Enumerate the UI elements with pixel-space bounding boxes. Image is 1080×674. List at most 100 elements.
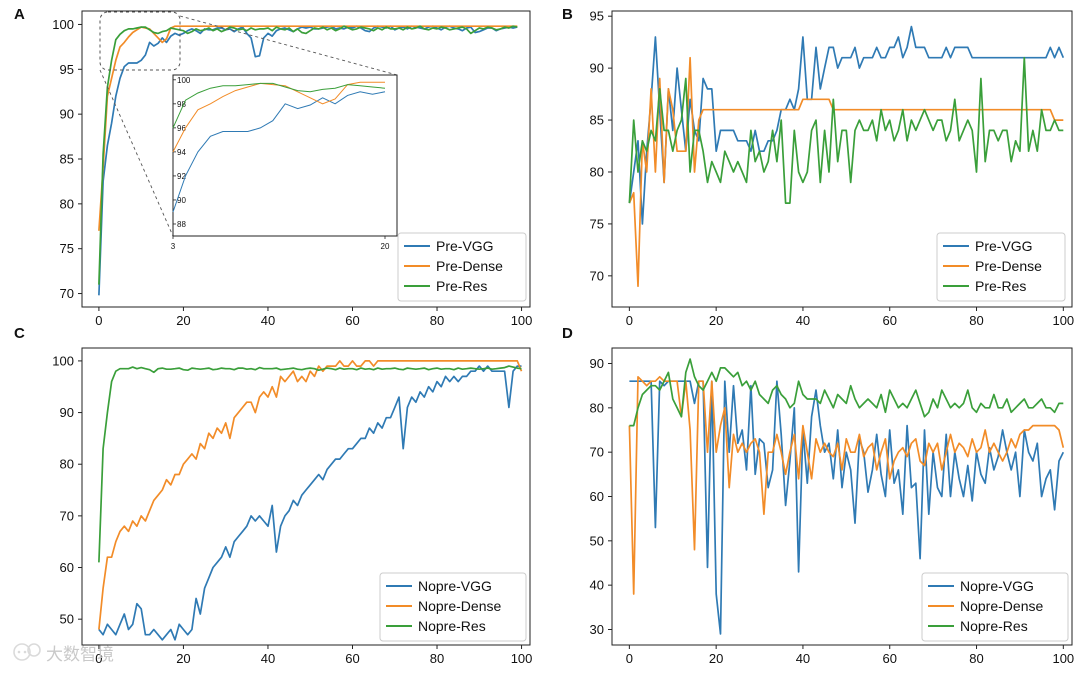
panel-a-ytick-label: 75 [60,241,74,256]
panel-d-legend-box [921,572,1069,642]
panel-b-ytick-label: 80 [590,164,604,179]
panel-b-xtick-label: 20 [709,313,723,328]
panel-d-xtick-label: 0 [626,651,633,666]
panel-b-xtick-label: 40 [796,313,810,328]
panel-c-xtick-label: 100 [511,651,533,666]
panel-d-legend-label: Nopre-VGG [960,578,1034,594]
panel-c-ytick-label: 50 [60,612,74,627]
panel-d-xtick-label: 60 [883,651,897,666]
panel-b-xtick-label: 80 [969,313,983,328]
panel-a-legend-label: Pre-VGG [436,238,494,254]
inset-ytick-label: 92 [177,172,186,181]
inset-xtick-label: 3 [171,242,176,251]
panel-a-ytick-label: 70 [60,286,74,301]
panel-b-xtick-label: 0 [626,313,633,328]
panel-c-plot-frame [81,347,531,646]
watermark: 大数智境 [13,643,114,665]
panel-d-xtick-label: 80 [969,651,983,666]
panel-c-xtick-label: 40 [261,651,275,666]
panel-a-xtick-label: 40 [261,313,275,328]
panel-c-legend-label: Nopre-Dense [418,598,501,614]
panel-b-series-pre-dense [628,56,1064,288]
panel-c-label: C [14,325,25,342]
panel-c-series-nopre-res [98,365,522,563]
panel-b: B 0 20 40 60 80 100 70 75 80 85 90 95 Pre-VGG Pre-De… [562,6,1074,328]
panel-a-inset-series [172,81,386,213]
panel-c-axes: 0 20 40 60 80 100 50 60 70 80 90 100 [52,353,532,666]
panel-a-legend: Pre-VGG Pre-Dense Pre-Res [397,232,527,302]
panel-a-xtick-label: 80 [430,313,444,328]
panel-b-legend-label: Pre-Dense [975,258,1042,274]
panel-d-ytick-label: 30 [590,622,604,637]
panel-c-ytick-label: 90 [60,405,74,420]
panel-a: A 0 20 40 60 80 100 70 75 80 85 90 95 100 3 20 88 90 92 9… [14,6,532,328]
panel-b-xtick-label: 60 [883,313,897,328]
panel-b-legend: Pre-VGG Pre-Dense Pre-Res [936,232,1066,302]
panel-a-xtick-label: 0 [95,313,102,328]
panel-b-ytick-label: 70 [590,268,604,283]
panel-b-ytick-label: 95 [590,9,604,24]
panel-c-ytick-label: 70 [60,508,74,523]
panel-b-label: B [562,6,573,23]
panel-d-legend-label: Nopre-Dense [960,598,1043,614]
panel-d-label: D [562,325,573,342]
panel-b-xtick-label: 100 [1052,313,1074,328]
panel-a-series-pre-dense [98,25,518,231]
inset-series-pre-res [172,82,386,129]
panel-d-ytick-label: 40 [590,578,604,593]
panel-c-series [98,360,523,641]
panel-d-series [628,358,1065,635]
panel-d-xtick-label: 40 [796,651,810,666]
panel-d-ytick-label: 80 [590,400,604,415]
inset-ytick-label: 98 [177,100,186,109]
panel-a-zoom-connector-bottom [99,69,174,237]
panel-a-ytick-label: 95 [60,62,74,77]
inset-ytick-label: 96 [177,124,186,133]
panel-a-legend-label: Pre-Res [436,278,487,294]
panel-d-axes: 0 20 40 60 80 100 30 40 50 60 70 80 90 [590,356,1075,666]
panel-a-inset-axes: 3 20 88 90 92 94 96 98 100 [171,76,390,251]
panel-c-legend-label: Nopre-Res [418,618,486,634]
panel-c-ytick-label: 60 [60,560,74,575]
panel-d-series-nopre-dense [628,375,1065,595]
panel-d-legend: Nopre-VGG Nopre-Dense Nopre-Res [921,572,1069,642]
panel-a-ytick-label: 100 [52,17,74,32]
panel-a-inset: 3 20 88 90 92 94 96 98 100 [171,74,398,251]
panel-c-ytick-label: 80 [60,457,74,472]
panel-a-label: A [14,6,25,23]
panel-c-ytick-label: 100 [52,353,74,368]
panel-b-series [628,25,1065,288]
panel-b-legend-box [936,232,1066,302]
watermark-text: 大数智境 [46,645,114,665]
panel-d-xtick-label: 100 [1052,651,1074,666]
panel-d-ytick-label: 50 [590,533,604,548]
panel-a-ytick-label: 90 [60,107,74,122]
panel-b-plot-frame [611,10,1073,308]
panel-a-zoom-region [99,11,181,71]
panel-c-legend: Nopre-VGG Nopre-Dense Nopre-Res [379,572,527,642]
panel-a-axes: 0 20 40 60 80 100 70 75 80 85 90 95 100 [52,17,532,328]
panel-c-xtick-label: 20 [176,651,190,666]
panel-a-series-pre-res [98,25,518,285]
panel-a-xtick-label: 100 [511,313,533,328]
panel-a-legend-label: Pre-Dense [436,258,503,274]
panel-a-legend-box [397,232,527,302]
panel-d-xtick-label: 20 [709,651,723,666]
inset-xtick-label: 20 [381,242,390,251]
chat-bubbles-icon [13,643,41,661]
panel-b-series-pre-vgg [628,25,1065,225]
panel-a-ytick-label: 85 [60,152,74,167]
inset-series-pre-vgg [172,91,386,213]
panel-a-zoom-connector-top [179,15,398,76]
panel-b-axes: 0 20 40 60 80 100 70 75 80 85 90 95 [590,9,1075,328]
panel-a-inset-frame [172,74,398,237]
panel-b-series-pre-res [628,56,1064,204]
panel-d-ytick-label: 60 [590,489,604,504]
panel-a-xtick-label: 20 [176,313,190,328]
panel-b-ytick-label: 75 [590,216,604,231]
panel-b-legend-label: Pre-VGG [975,238,1033,254]
panel-d-series-nopre-res [629,358,1064,427]
